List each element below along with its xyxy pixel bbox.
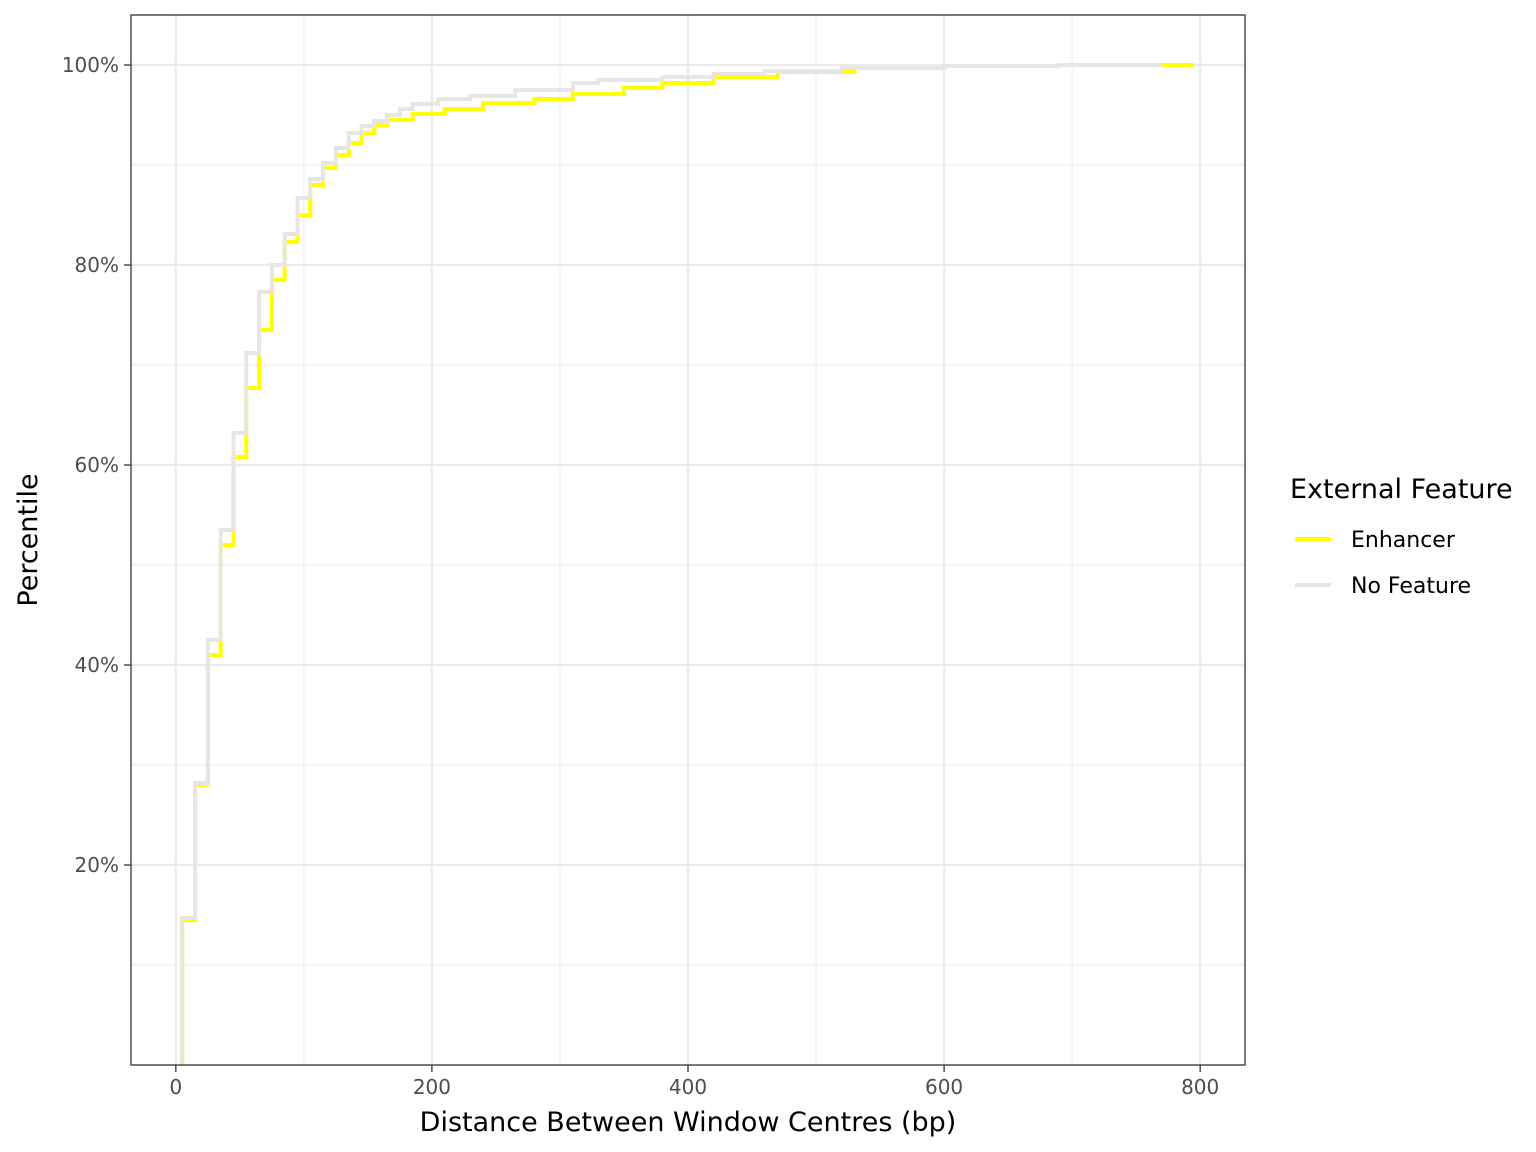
y-tick-label: 60% <box>75 453 119 477</box>
legend-label: Enhancer <box>1351 528 1456 553</box>
y-tick-label: 100% <box>62 53 119 77</box>
x-tick-label: 600 <box>925 1075 963 1099</box>
legend-title: External Feature <box>1290 474 1513 505</box>
x-axis-title: Distance Between Window Centres (bp) <box>420 1107 957 1138</box>
y-tick-label: 20% <box>75 853 119 877</box>
y-tick-label: 80% <box>75 253 119 277</box>
legend-label: No Feature <box>1351 574 1471 599</box>
y-axis: 20% 40% 60% 80% 100% <box>62 53 131 877</box>
legend: External Feature Enhancer No Feature <box>1290 474 1513 599</box>
x-tick-label: 0 <box>169 1075 182 1099</box>
x-tick-label: 200 <box>413 1075 451 1099</box>
y-axis-title: Percentile <box>13 473 44 606</box>
x-tick-label: 400 <box>669 1075 707 1099</box>
x-axis: 0 200 400 600 800 <box>169 1065 1219 1099</box>
series-line-no-feature <box>180 63 1162 1065</box>
y-tick-label: 40% <box>75 653 119 677</box>
series-lines <box>180 63 1194 1065</box>
x-tick-label: 800 <box>1181 1075 1219 1099</box>
